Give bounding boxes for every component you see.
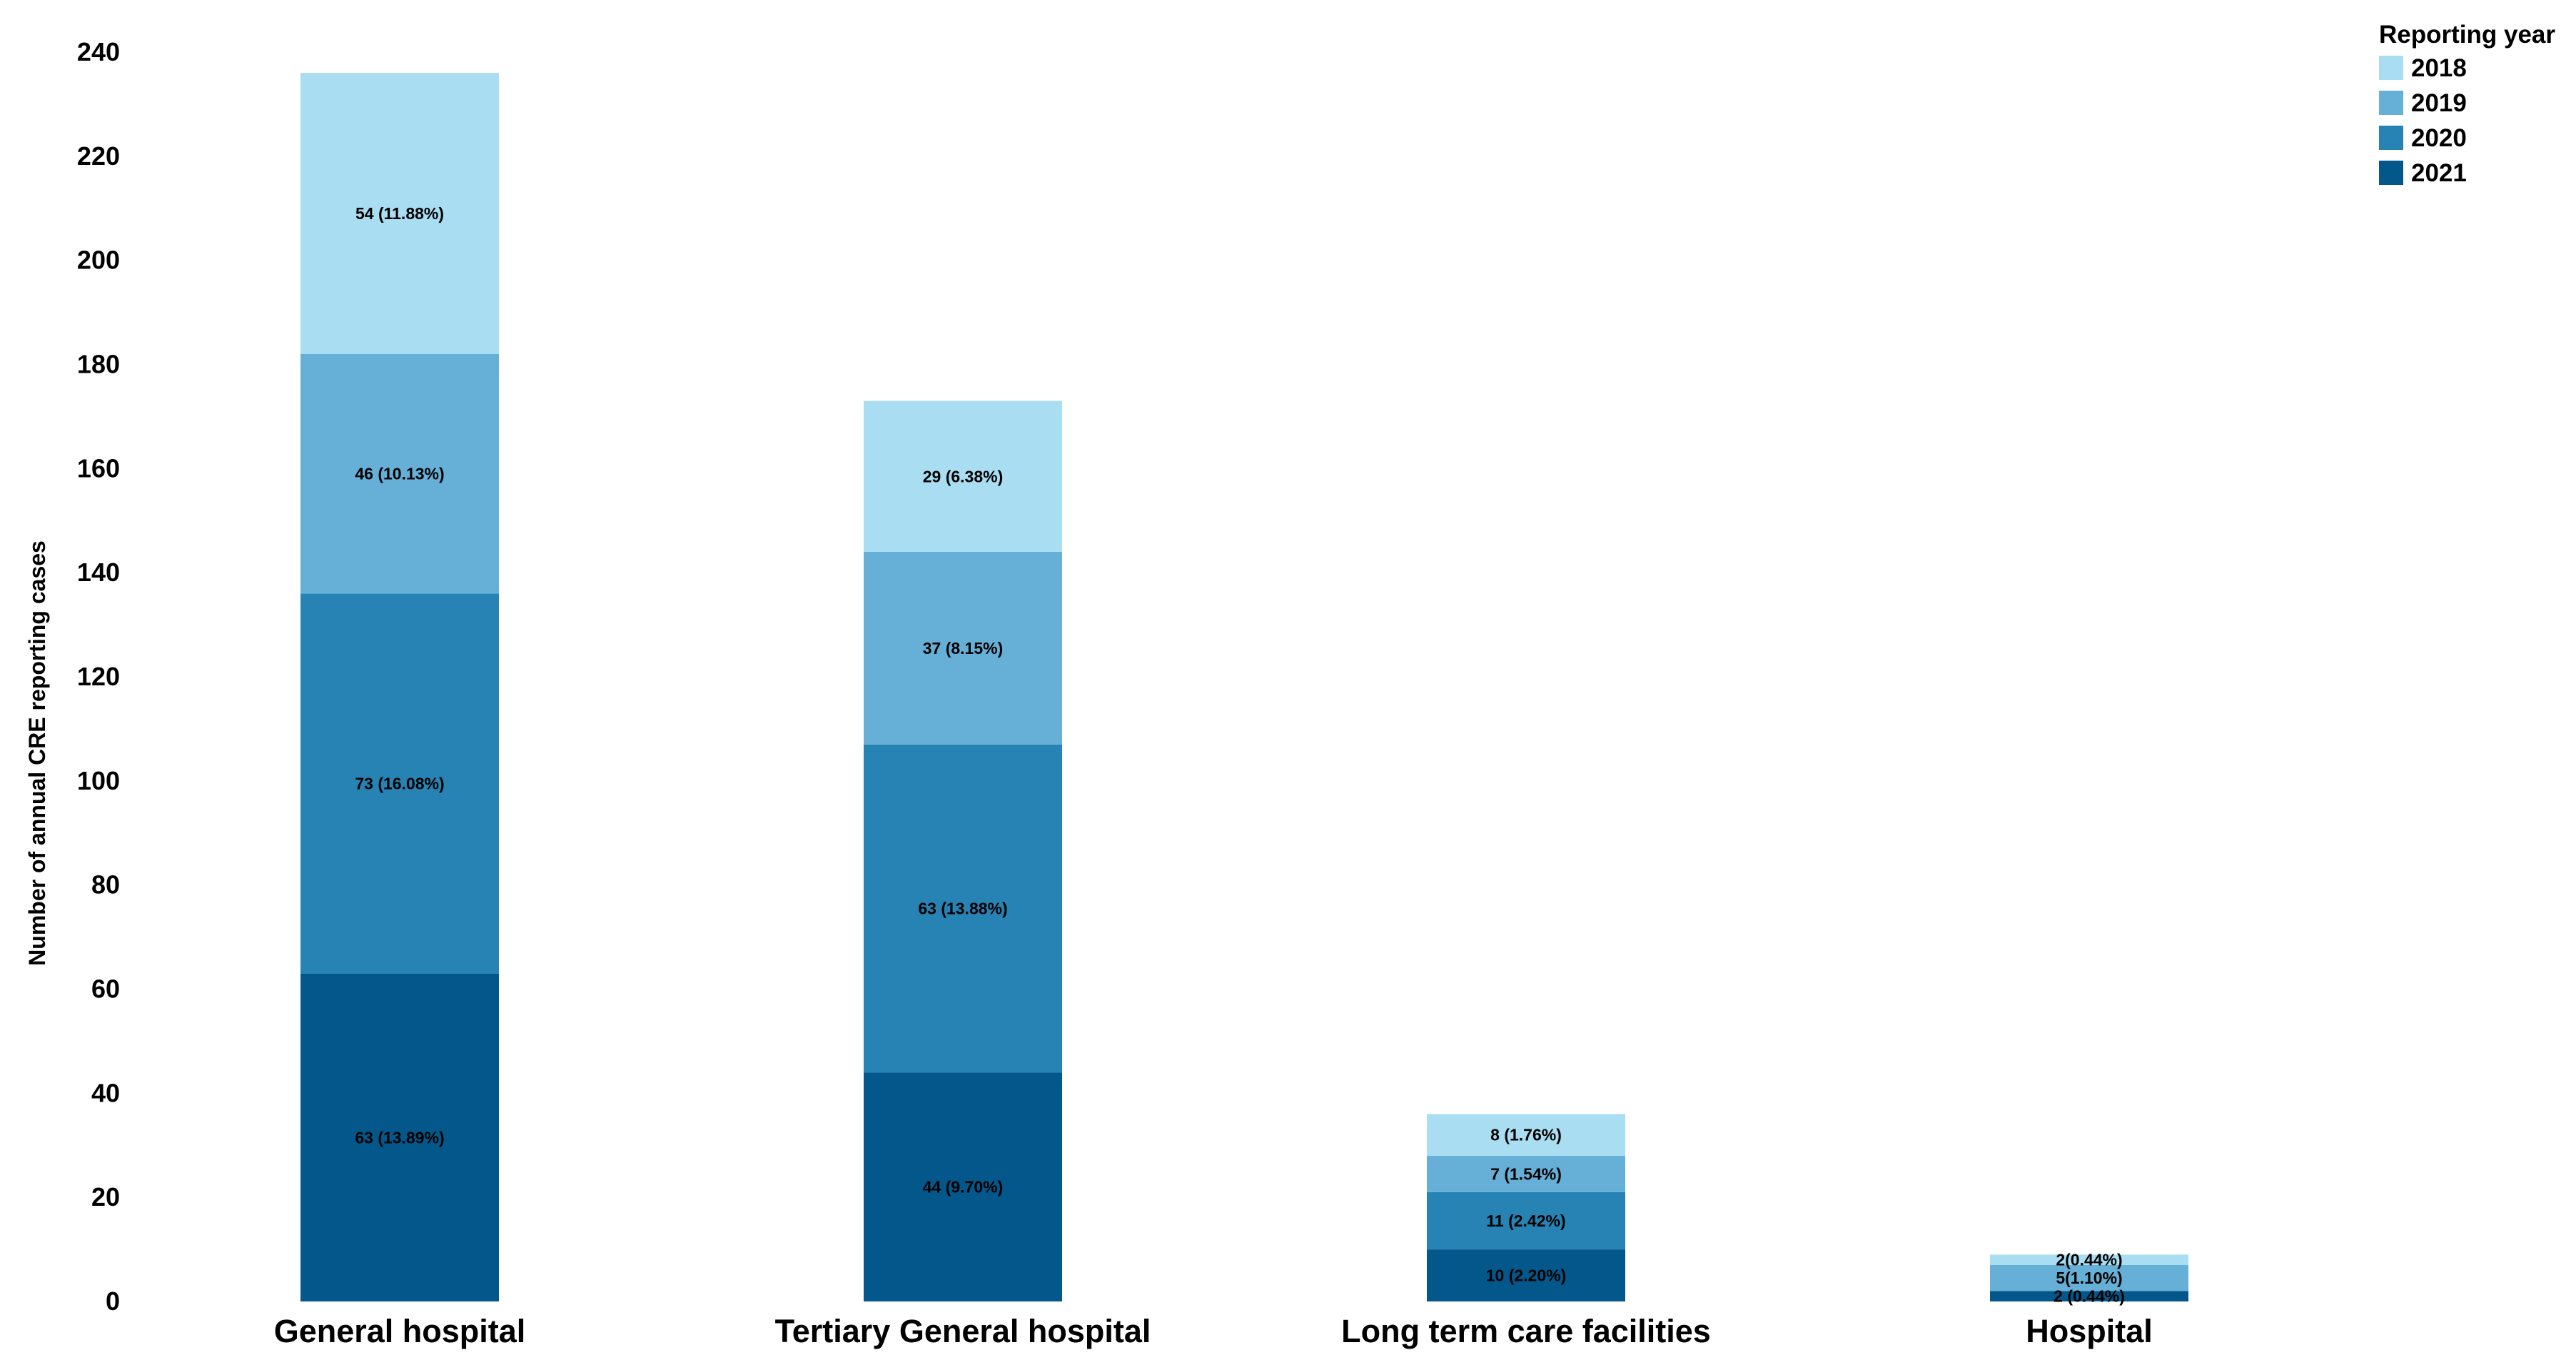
legend-title: Reporting year [2379, 21, 2555, 49]
bar-segment [1427, 1155, 1625, 1192]
data-label: 44 (9.70%) [923, 1178, 1004, 1197]
y-tick-label: 0 [106, 1286, 120, 1316]
bar-segment [864, 744, 1062, 1073]
bar-segment [300, 353, 499, 594]
y-axis-title: Number of annual CRE reporting cases [24, 540, 50, 966]
data-label: 10 (2.20%) [1486, 1266, 1567, 1285]
bar-segment [864, 552, 1062, 745]
bar-segment [300, 593, 499, 974]
legend-swatch [2379, 56, 2403, 80]
legend-label: 2021 [2411, 159, 2467, 187]
y-tick-label: 60 [91, 974, 120, 1004]
bar-segment [1427, 1249, 1625, 1301]
y-axis-ticks: 0 20 40 60 80 100 120 140 160 180 200 220 240 [77, 37, 120, 1316]
data-label: 63 (13.88%) [918, 899, 1007, 917]
data-label: 2(0.44%) [2056, 1251, 2122, 1269]
bar-segment [1990, 1264, 2188, 1291]
category-label: General hospital [274, 1313, 526, 1349]
data-label: 37 (8.15%) [923, 639, 1004, 658]
data-label: 54 (11.88%) [355, 204, 444, 223]
bar-segment [864, 401, 1062, 552]
y-tick-label: 220 [77, 141, 120, 171]
y-tick-label: 40 [91, 1078, 120, 1107]
y-tick-label: 120 [77, 662, 120, 691]
legend-swatch [2379, 161, 2403, 185]
bar-segment [864, 1072, 1062, 1301]
legend: Reporting year 2018 2019 2020 2021 [2379, 21, 2555, 187]
y-tick-label: 100 [77, 766, 120, 795]
category-label: Long term care facilities [1341, 1313, 1711, 1349]
data-label: 73 (16.08%) [355, 774, 444, 792]
legend-swatch [2379, 126, 2403, 150]
category-label: Tertiary General hospital [775, 1313, 1151, 1349]
category-label: Hospital [2026, 1313, 2153, 1349]
data-label: 7 (1.54%) [1490, 1164, 1562, 1183]
y-tick-label: 160 [77, 453, 120, 483]
data-label: 5(1.10%) [2056, 1269, 2122, 1287]
data-label: 8 (1.76%) [1490, 1126, 1562, 1144]
data-label: 46 (10.13%) [355, 465, 444, 483]
legend-items: 2018 2019 2020 2021 [2379, 54, 2467, 187]
bar-segment [1990, 1254, 2188, 1265]
bar-segment [1427, 1192, 1625, 1250]
data-label: 29 (6.38%) [923, 467, 1004, 485]
y-tick-label: 240 [77, 37, 120, 66]
category-labels: General hospital Tertiary General hospita… [274, 1313, 2153, 1349]
data-label: 63 (13.89%) [355, 1128, 444, 1147]
y-tick-label: 200 [77, 246, 120, 275]
data-label: 11 (2.42%) [1486, 1212, 1565, 1230]
bar-segment [300, 973, 499, 1301]
y-tick-label: 140 [77, 558, 120, 587]
bars: 63 (13.89%) 44 (9.70%) 10 (2.20%) 2 (0.44%)… [300, 73, 2188, 1306]
legend-label: 2020 [2411, 124, 2467, 152]
y-tick-label: 180 [77, 350, 120, 379]
y-tick-label: 20 [91, 1182, 120, 1212]
bar-segment [1990, 1291, 2188, 1301]
data-label: 2 (0.44%) [2054, 1287, 2125, 1306]
bar-segment [300, 73, 499, 354]
legend-label: 2019 [2411, 89, 2467, 117]
legend-label: 2018 [2411, 54, 2467, 82]
legend-swatch [2379, 91, 2403, 115]
y-tick-label: 80 [91, 870, 120, 900]
bar-segment [1427, 1114, 1625, 1156]
